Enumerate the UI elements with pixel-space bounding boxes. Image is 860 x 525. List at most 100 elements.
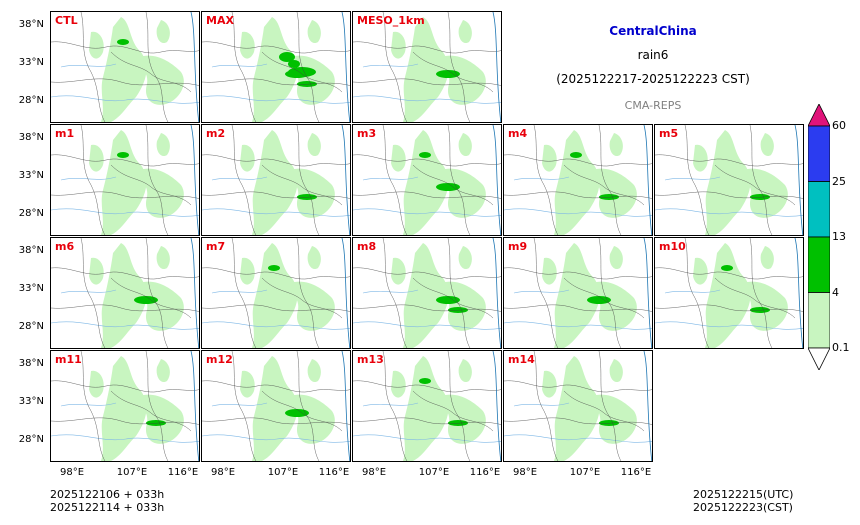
province-border (533, 125, 559, 235)
rain-area-moderate (750, 307, 770, 313)
lat-tick-label: 28°N (18, 434, 44, 445)
province-border (51, 78, 199, 86)
province-border (51, 380, 199, 393)
panel-label: m4 (508, 127, 528, 140)
province-border (382, 125, 408, 235)
rain-area-light (252, 130, 298, 235)
rain-area-moderate (134, 296, 158, 304)
lon-tick-label: 107°E (418, 467, 450, 478)
colorbar-segment (808, 181, 830, 238)
province-border (202, 154, 350, 167)
map-panel-m6: m6 (50, 237, 200, 349)
rain-map (202, 12, 350, 122)
lon-tick-label: 116°E (620, 467, 652, 478)
rain-area-moderate (448, 420, 468, 426)
province-border (51, 267, 199, 280)
river-line (513, 176, 570, 181)
rain-map (202, 238, 350, 348)
rain-area-light (139, 55, 184, 105)
river-line (211, 176, 268, 181)
rain-area-light (743, 168, 788, 218)
province-border (353, 304, 501, 312)
province-border (202, 417, 350, 425)
rain-map (51, 12, 199, 122)
rain-area-light (307, 246, 321, 270)
rain-area-moderate (721, 265, 733, 271)
colorbar-segment (808, 292, 830, 349)
rain-map (51, 238, 199, 348)
rain-area-moderate (117, 152, 129, 158)
panel-label: m12 (206, 353, 233, 366)
province-border (533, 238, 559, 348)
province-border (353, 154, 501, 167)
province-border (353, 78, 501, 86)
province-border (261, 51, 343, 93)
province-border (51, 304, 199, 312)
rain-area-light (252, 356, 298, 461)
rain-map (353, 351, 501, 461)
rain-area-moderate (268, 265, 280, 271)
rain-area-light (290, 168, 335, 218)
rain-map (504, 238, 652, 348)
rain-area-light (391, 257, 406, 285)
colorbar (808, 104, 830, 370)
lat-tick-label: 33°N (18, 170, 44, 181)
rain-area-light (458, 20, 472, 44)
rain-area-light (89, 257, 104, 285)
province-border (51, 41, 199, 54)
province-border (504, 154, 652, 167)
province-border (202, 304, 350, 312)
rain-map (504, 125, 652, 235)
lat-tick-label: 28°N (18, 208, 44, 219)
colorbar-segment (808, 125, 830, 182)
rain-area-light (441, 281, 486, 331)
lat-tick-label: 28°N (18, 321, 44, 332)
rain-area-light (156, 20, 170, 44)
rain-area-moderate (146, 420, 166, 426)
rain-area-light (89, 370, 104, 398)
province-border (51, 191, 199, 199)
lon-tick-label: 98°E (59, 467, 85, 478)
panel-label: MESO_1km (357, 14, 425, 27)
province-border (504, 417, 652, 425)
rain-area-light (156, 133, 170, 157)
panel-label: MAX (206, 14, 234, 27)
province-border (110, 164, 192, 206)
rain-area-light (307, 133, 321, 157)
province-border (202, 41, 350, 54)
colorbar-tick-label: 60 (832, 119, 846, 132)
rain-area-light (403, 130, 449, 235)
rain-area-light (458, 359, 472, 383)
province-border (382, 351, 408, 461)
colorbar-extend-max (808, 104, 830, 127)
rain-area-light (760, 133, 774, 157)
coastline (492, 12, 501, 122)
rain-area-light (458, 133, 472, 157)
rain-area-moderate (285, 409, 309, 417)
lon-tick-label: 98°E (210, 467, 236, 478)
coastline (643, 351, 652, 461)
rain-area-moderate (750, 194, 770, 200)
rain-area-light (554, 130, 600, 235)
province-border (655, 191, 803, 199)
rain-area-light (441, 394, 486, 444)
province-border (684, 238, 710, 348)
river-line (362, 176, 419, 181)
river-line (504, 434, 652, 443)
rain-map (504, 351, 652, 461)
rain-area-moderate (288, 60, 300, 68)
province-border (261, 164, 343, 206)
period-title: (2025122217-2025122223 CST) (556, 72, 750, 86)
map-panel-m9: m9 (503, 237, 653, 349)
river-line (60, 176, 117, 181)
panel-label: m7 (206, 240, 226, 253)
map-panel-m10: m10 (654, 237, 804, 349)
map-panel-m4: m4 (503, 124, 653, 236)
province-border (80, 125, 106, 235)
lat-tick-label: 33°N (18, 396, 44, 407)
rain-area-light (156, 246, 170, 270)
rain-area-light (441, 55, 486, 105)
rain-map (51, 351, 199, 461)
river-line (60, 402, 117, 407)
rain-area-moderate (297, 81, 317, 87)
